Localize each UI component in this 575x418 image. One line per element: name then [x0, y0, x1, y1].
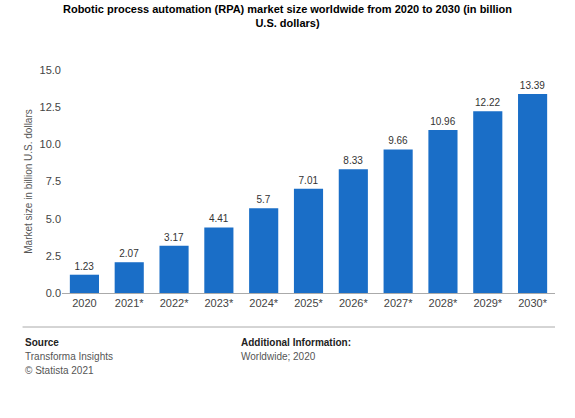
svg-text:2027*: 2027*	[384, 297, 413, 309]
svg-text:1.23: 1.23	[74, 261, 94, 272]
svg-text:Robotic process automation (RP: Robotic process automation (RPA) market …	[63, 3, 512, 29]
svg-text:0.0: 0.0	[46, 287, 61, 299]
svg-text:3.17: 3.17	[164, 232, 184, 243]
svg-text:Market size in billion U.S. do: Market size in billion U.S. dollars	[23, 109, 34, 254]
svg-text:2.5: 2.5	[46, 250, 61, 262]
svg-text:2.07: 2.07	[119, 248, 139, 259]
svg-text:2021*: 2021*	[115, 297, 144, 309]
svg-text:15.0: 15.0	[40, 64, 61, 76]
svg-text:13.39: 13.39	[520, 80, 545, 91]
svg-text:10.96: 10.96	[430, 116, 455, 127]
svg-text:10.0: 10.0	[40, 138, 61, 150]
svg-text:8.33: 8.33	[343, 155, 363, 166]
svg-text:2020: 2020	[72, 297, 96, 309]
svg-text:2030*: 2030*	[518, 297, 547, 309]
svg-text:2025*: 2025*	[294, 297, 323, 309]
svg-text:Additional Information:: Additional Information:	[241, 337, 351, 348]
svg-text:12.5: 12.5	[40, 101, 61, 113]
svg-text:2024*: 2024*	[249, 297, 278, 309]
svg-text:Source: Source	[25, 337, 59, 348]
svg-text:12.22: 12.22	[475, 97, 500, 108]
svg-text:2022*: 2022*	[160, 297, 189, 309]
svg-text:Worldwide; 2020: Worldwide; 2020	[241, 351, 316, 362]
svg-text:2029*: 2029*	[473, 297, 502, 309]
svg-text:5.7: 5.7	[257, 194, 271, 205]
svg-text:Transforma Insights: Transforma Insights	[25, 351, 113, 362]
svg-text:5.0: 5.0	[46, 213, 61, 225]
svg-text:9.66: 9.66	[388, 135, 408, 146]
svg-text:7.5: 7.5	[46, 175, 61, 187]
svg-text:© Statista 2021: © Statista 2021	[25, 365, 94, 376]
svg-text:7.01: 7.01	[299, 175, 319, 186]
svg-text:2023*: 2023*	[204, 297, 233, 309]
svg-text:2028*: 2028*	[429, 297, 458, 309]
svg-text:4.41: 4.41	[209, 213, 229, 224]
svg-text:2026*: 2026*	[339, 297, 368, 309]
